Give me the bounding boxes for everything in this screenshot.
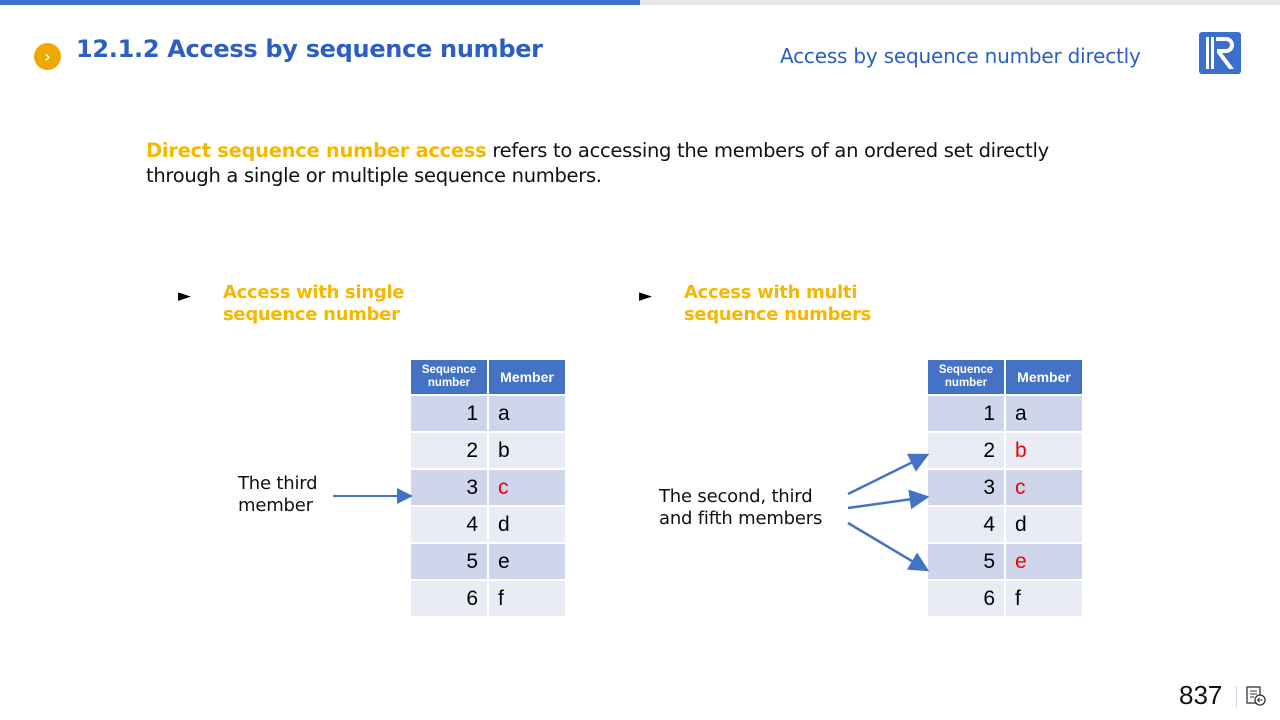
notes-icon[interactable] (1246, 686, 1266, 706)
intro-highlight: Direct sequence number access (146, 139, 487, 162)
member-cell: b (1004, 431, 1084, 470)
member-cell: c (487, 468, 567, 507)
left-label: The third member (238, 473, 318, 516)
logo-icon (1199, 32, 1241, 74)
bullet-triangle-icon: ► (639, 286, 653, 306)
table-header: Sequence number Member (926, 358, 1084, 396)
header-member: Member (1004, 358, 1084, 396)
left-sequence-table: Sequence number Member 1 a 2 b 3 c 4 d 5 e 6 f (409, 358, 567, 618)
sequence-number-cell: 2 (409, 431, 489, 470)
sequence-number-cell: 3 (926, 468, 1006, 507)
member-cell: e (1004, 542, 1084, 581)
sequence-number-cell: 4 (926, 505, 1006, 544)
member-cell: d (1004, 505, 1084, 544)
member-cell: a (487, 394, 567, 433)
page-number: 837 (1179, 680, 1223, 710)
sequence-number-cell: 3 (409, 468, 489, 507)
sequence-number-cell: 1 (926, 394, 1006, 433)
progress-bar-track (640, 0, 1280, 5)
sequence-number-cell: 2 (926, 431, 1006, 470)
arrow-to-row-2 (847, 453, 930, 496)
arrow-to-row-3 (847, 489, 930, 510)
sequence-number-cell: 5 (926, 542, 1006, 581)
intro-text: refers to accessing the members of an or… (146, 139, 1049, 187)
table-header: Sequence number Member (409, 358, 567, 396)
member-cell: f (1004, 579, 1084, 618)
sequence-number-cell: 1 (409, 394, 489, 433)
right-sequence-table: Sequence number Member 1 a 2 b 3 c 4 d 5 e 6 f (926, 358, 1084, 618)
member-cell: b (487, 431, 567, 470)
progress-bar-filled (0, 0, 640, 5)
arrow-to-row-5 (847, 521, 930, 572)
member-cell: c (1004, 468, 1084, 507)
right-label: The second, third and fifth members (659, 486, 823, 529)
header-sequence-number: Sequence number (926, 358, 1006, 396)
header-member: Member (487, 358, 567, 396)
member-cell: a (1004, 394, 1084, 433)
sequence-number-cell: 4 (409, 505, 489, 544)
sequence-number-cell: 6 (409, 579, 489, 618)
sequence-number-cell: 6 (926, 579, 1006, 618)
sequence-number-cell: 5 (409, 542, 489, 581)
intro-paragraph: Direct sequence number access refers to … (146, 138, 1106, 188)
member-cell: e (487, 542, 567, 581)
member-cell: d (487, 505, 567, 544)
member-cell: f (487, 579, 567, 618)
page-subtitle: Access by sequence number directly (780, 44, 1141, 68)
chevron-right-icon: › (34, 43, 61, 70)
left-heading: Access with single sequence number (223, 282, 405, 325)
right-heading: Access with multi sequence numbers (684, 282, 872, 325)
page-title: 12.1.2 Access by sequence number (76, 35, 543, 63)
divider (1236, 686, 1237, 708)
bullet-triangle-icon: ► (178, 286, 192, 306)
header-sequence-number: Sequence number (409, 358, 489, 396)
